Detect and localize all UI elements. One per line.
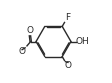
Text: O: O <box>19 47 26 56</box>
Text: O: O <box>26 26 33 35</box>
Text: O: O <box>65 61 72 70</box>
Text: F: F <box>65 13 70 22</box>
Text: OH: OH <box>76 37 90 46</box>
